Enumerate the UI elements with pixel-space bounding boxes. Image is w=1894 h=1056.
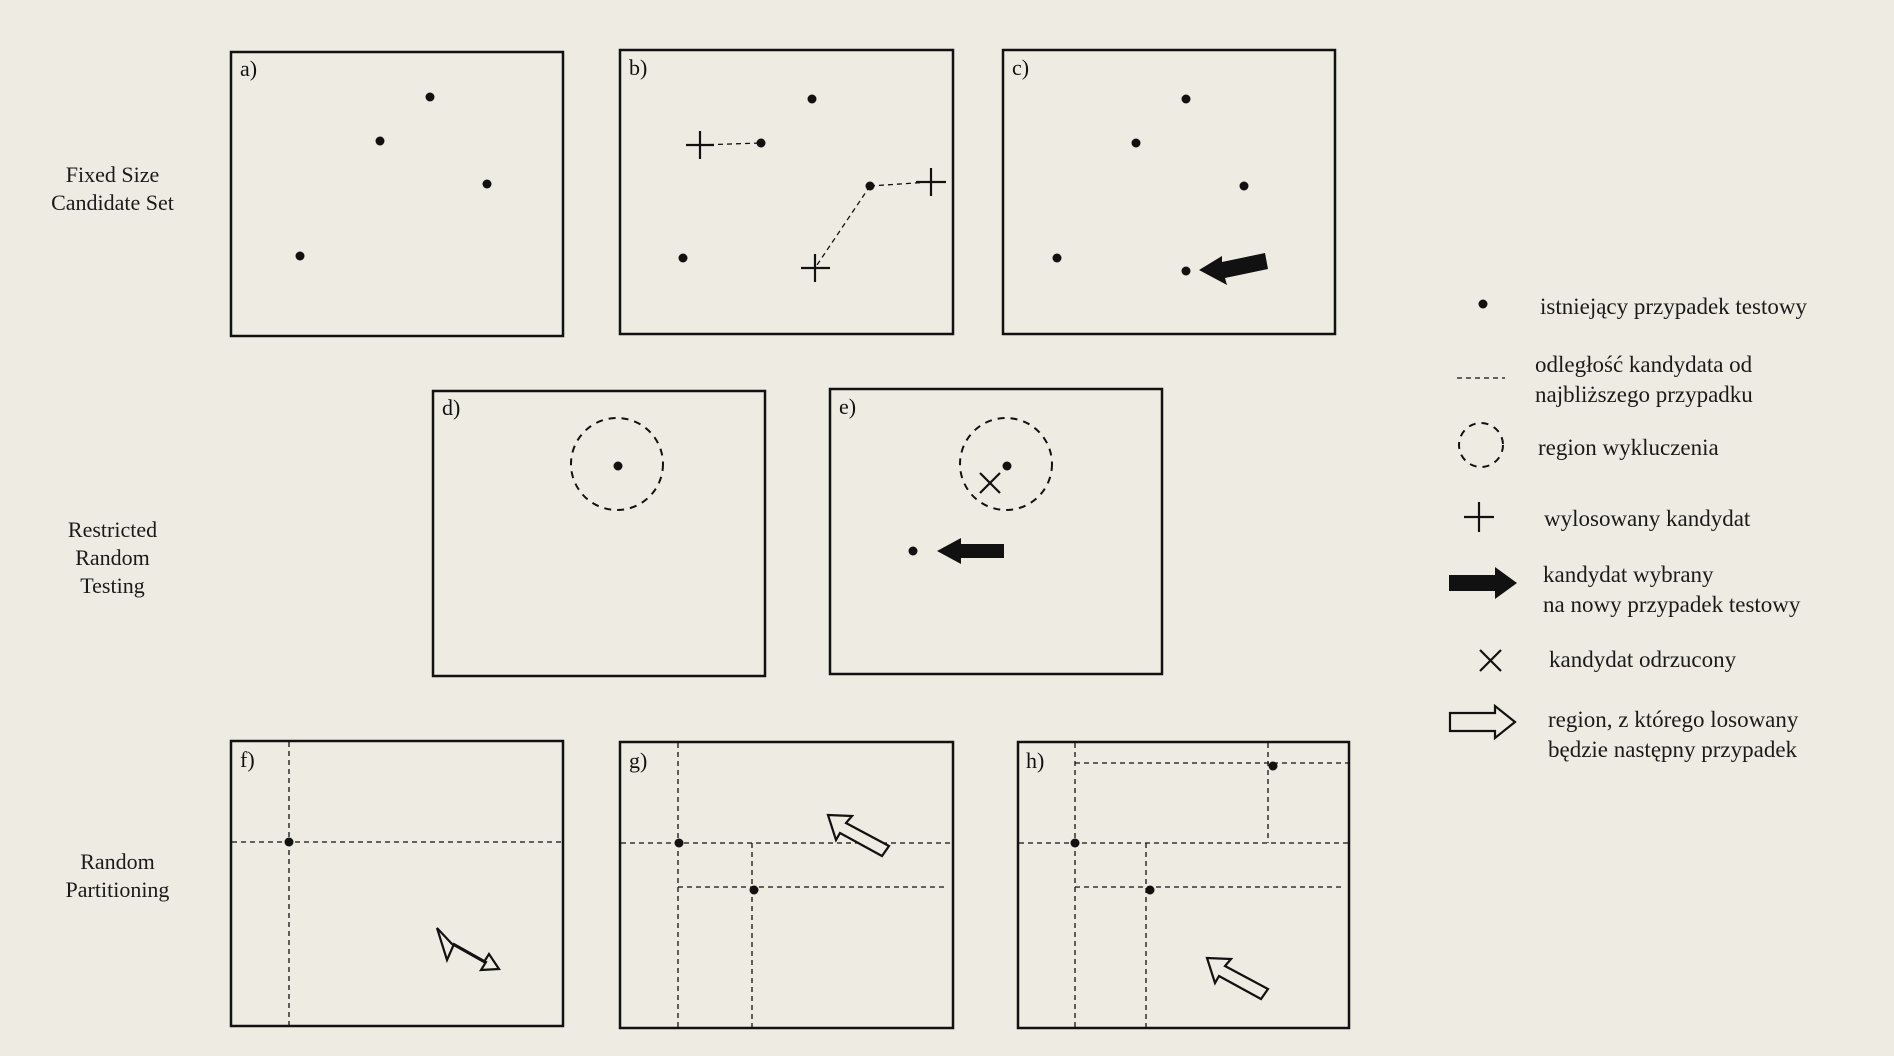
panel-label: e) [839, 394, 856, 419]
panel-c: c) [1001, 48, 1337, 336]
next-region-hollow-arrow-icon [826, 813, 891, 858]
row-label-line: Testing [80, 573, 145, 598]
panel-d: d) [431, 389, 767, 678]
panel-f: f) [229, 739, 565, 1028]
panel-label: d) [442, 395, 460, 420]
panel-frame [229, 50, 565, 338]
test-case-point [807, 94, 817, 104]
legend-item: istniejący przypadek testowy [1540, 292, 1807, 322]
selected-candidate-arrow-icon [1199, 253, 1268, 285]
legend-item-label: kandydat wybrany [1543, 562, 1714, 587]
panel-label: b) [629, 55, 647, 80]
legend-item-label: wylosowany kandydat [1544, 506, 1751, 531]
filled-arrow-icon [1449, 567, 1517, 599]
panel-frame [229, 739, 565, 1028]
row-label-line: Partitioning [65, 877, 170, 902]
candidate-plus [916, 168, 946, 196]
legend-item: kandydat wybrany na nowy przypadek testo… [1543, 560, 1800, 620]
test-case-point [284, 837, 294, 847]
row-label-line: Random [75, 545, 150, 570]
panel-frame [1001, 48, 1337, 336]
panel-label: c) [1012, 55, 1029, 80]
panel-label: h) [1026, 748, 1044, 773]
test-case-point [1002, 461, 1012, 471]
legend-item-label: na nowy przypadek testowy [1543, 592, 1801, 617]
legend-item-label: najbliższego przypadku [1535, 382, 1753, 407]
row-label-random-partitioning: Random Partitioning [35, 848, 200, 904]
test-case-point [756, 138, 766, 148]
next-region-hollow-arrow-icon [1205, 956, 1270, 1001]
panel-h: h) [1016, 740, 1351, 1030]
dashed-circle-icon [1458, 422, 1504, 468]
row-label-line: Restricted [67, 517, 158, 542]
test-case-point [295, 251, 305, 261]
legend-item: region wykluczenia [1538, 433, 1719, 463]
panel-frame [618, 48, 955, 336]
test-case-point [908, 546, 918, 556]
candidate-plus [801, 254, 830, 282]
candidate-plus [686, 131, 714, 159]
panel-label: g) [629, 748, 647, 773]
plus-icon [1464, 502, 1494, 532]
test-case-point [1181, 266, 1191, 276]
test-case-point [1239, 181, 1249, 191]
legend-item-label: będzie następny przypadek [1548, 737, 1798, 762]
legend-icons [1448, 299, 1517, 741]
legend-item: region, z którego losowany będzie następ… [1548, 705, 1798, 765]
test-case-point [1131, 138, 1141, 148]
test-case-point [1145, 885, 1155, 895]
selected-candidate-arrow-icon [937, 538, 1004, 564]
panel-frame [1016, 740, 1351, 1030]
test-case-point [1181, 94, 1191, 104]
legend-item: wylosowany kandydat [1544, 504, 1750, 534]
test-case-point [1268, 761, 1278, 771]
legend-item-label: istniejący przypadek testowy [1540, 294, 1807, 319]
legend-item-label: odległość kandydata od [1535, 352, 1753, 377]
hollow-arrow-icon [1448, 703, 1517, 741]
legend-item-label: region, z którego losowany [1548, 707, 1799, 732]
test-case-point [749, 885, 759, 895]
row-label-restricted-random: Restricted Random Testing [30, 516, 195, 600]
test-case-point [1052, 253, 1062, 263]
panel-label: a) [240, 56, 257, 81]
test-case-point [678, 253, 688, 263]
dot-icon [1478, 299, 1488, 309]
test-case-point [425, 92, 435, 102]
rejected-candidate-x [979, 472, 1001, 494]
panel-frame [431, 389, 767, 678]
panel-e: e) [828, 387, 1164, 676]
test-case-point [1070, 838, 1080, 848]
row-label-fixed-size: Fixed Size Candidate Set [30, 161, 195, 217]
test-case-point [674, 838, 684, 848]
panel-g: g) [618, 740, 955, 1030]
panel-frame [828, 387, 1164, 676]
distance-line [869, 181, 931, 187]
panel-b: b) [618, 48, 955, 336]
test-case-point [482, 179, 492, 189]
x-mark-icon [1479, 649, 1502, 672]
panel-a: a) [229, 50, 565, 338]
row-label-line: Random [80, 849, 155, 874]
legend-item: odległość kandydata od najbliższego przy… [1535, 350, 1753, 410]
legend-item-label: kandydat odrzucony [1549, 647, 1737, 672]
exclusion-region-circle [959, 417, 1053, 511]
row-label-line: Candidate Set [51, 190, 174, 215]
test-case-point [613, 461, 623, 471]
panel-label: f) [240, 747, 255, 772]
next-region-hollow-arrow-icon [435, 927, 501, 972]
exclusion-region-circle [570, 417, 664, 511]
distance-line [814, 185, 871, 269]
panel-frame [618, 740, 955, 1030]
legend-item: kandydat odrzucony [1549, 645, 1736, 675]
legend-item-label: region wykluczenia [1538, 435, 1719, 460]
row-label-line: Fixed Size [65, 162, 160, 187]
test-case-point [375, 136, 385, 146]
